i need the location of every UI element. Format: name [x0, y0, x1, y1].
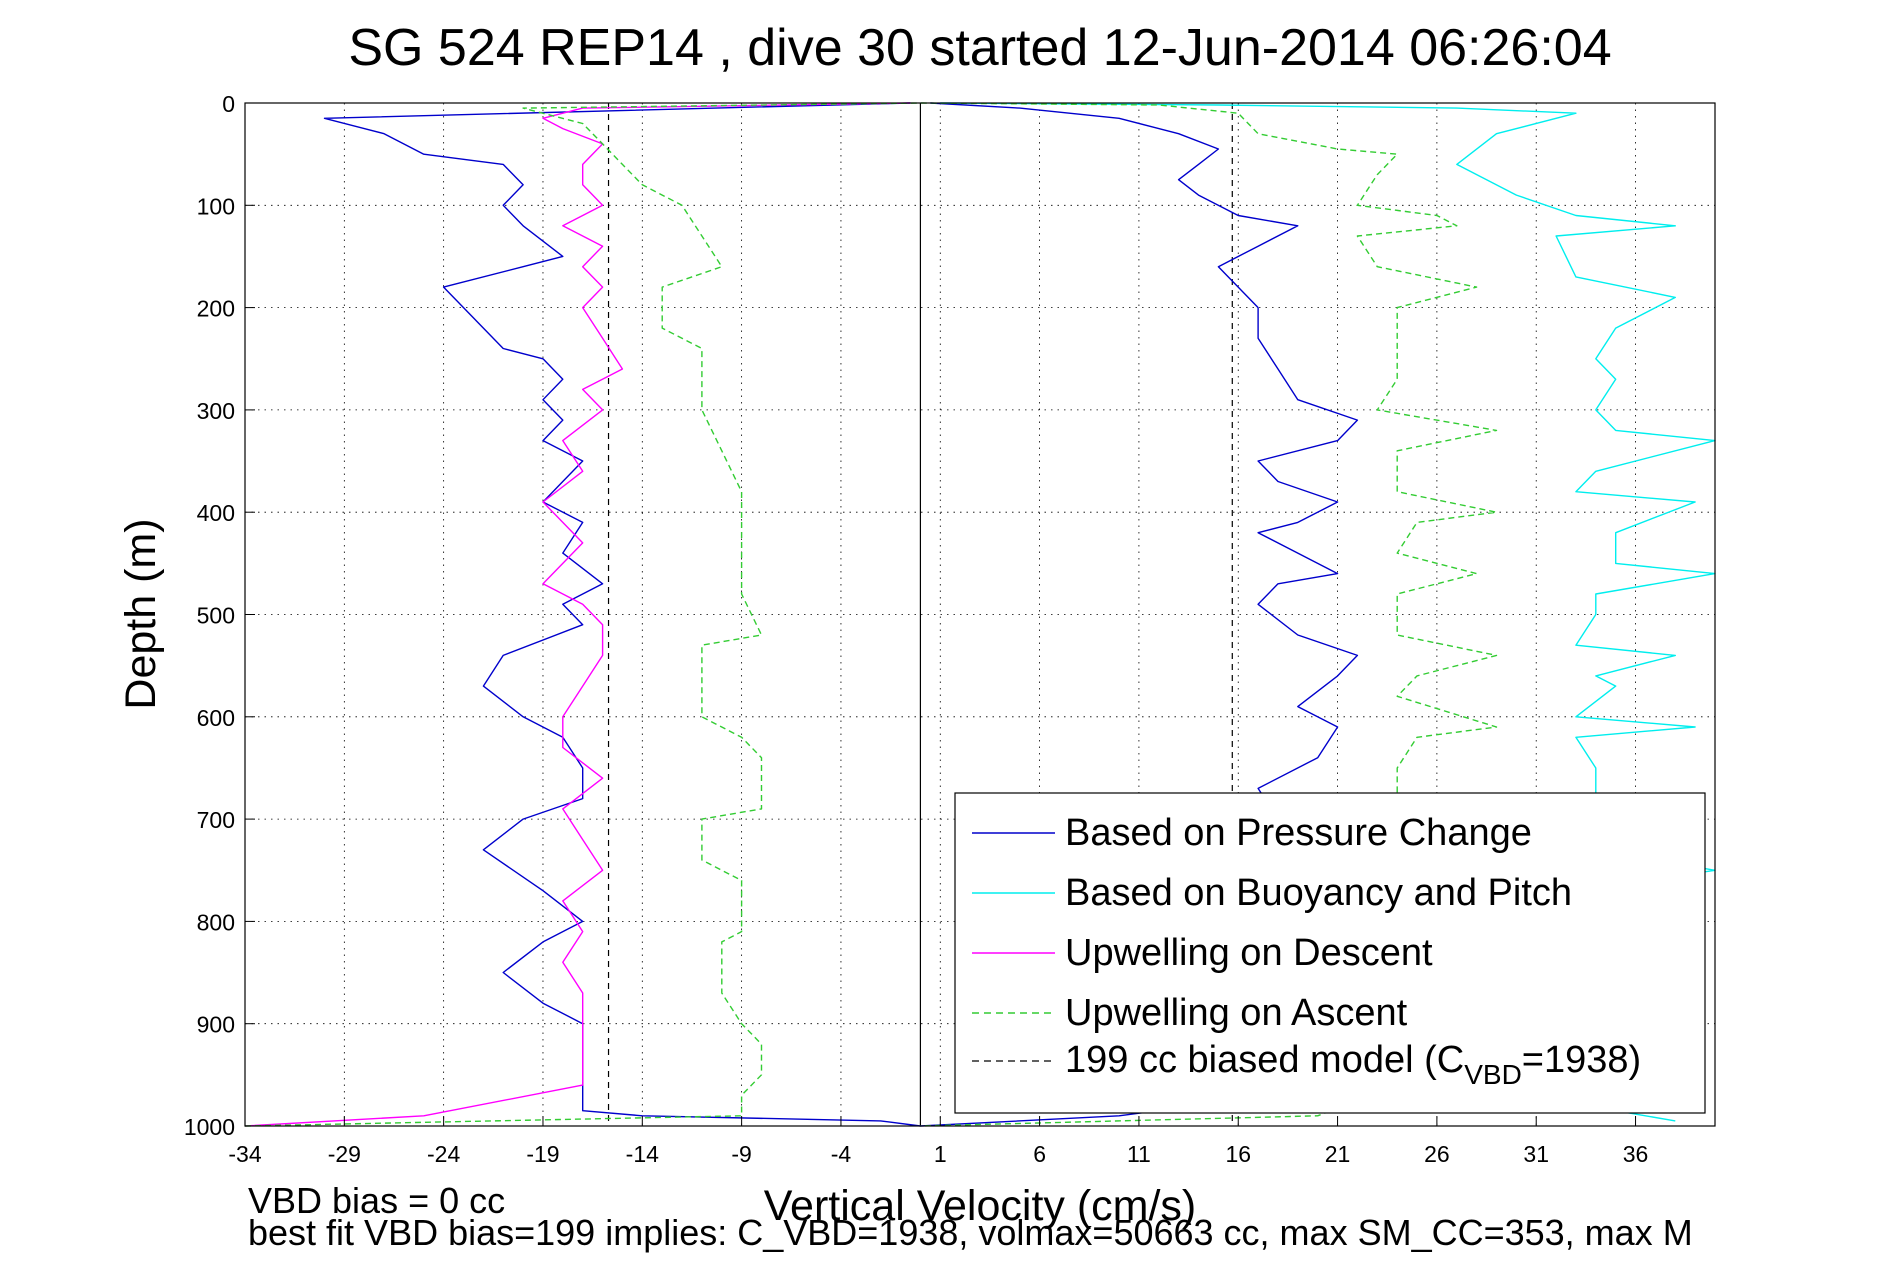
x-tick-label: -24 [427, 1141, 460, 1167]
x-tick-label: -4 [831, 1141, 852, 1167]
legend-label-model: 199 cc biased model (CVBD=1938) [1065, 1039, 1641, 1090]
x-tick-label: -34 [228, 1141, 261, 1167]
y-tick-label: 500 [197, 603, 235, 629]
x-tick-label: 6 [1033, 1141, 1046, 1167]
x-axis-ticks: -34 -29 -24 -19 -14 -9 -4 1 6 11 16 21 26 31 36 [228, 1116, 1648, 1167]
y-axis-label: Depth (m) [117, 518, 165, 709]
y-tick-label: 0 [222, 91, 235, 117]
x-tick-label: -14 [626, 1141, 659, 1167]
legend: Based on Pressure Change Based on Buoyan… [954, 792, 1706, 1114]
y-tick-label: 800 [197, 909, 235, 935]
x-tick-label: 21 [1325, 1141, 1351, 1167]
x-tick-label: 1 [934, 1141, 947, 1167]
legend-label-model-sub: VBD [1464, 1059, 1522, 1090]
legend-label-buoyancy: Based on Buoyancy and Pitch [1065, 872, 1572, 914]
x-tick-label: -29 [328, 1141, 361, 1167]
annotation-vbd-bias: VBD bias = 0 cc [248, 1180, 505, 1221]
x-tick-label: -9 [731, 1141, 751, 1167]
x-tick-label: 31 [1523, 1141, 1549, 1167]
y-tick-label: 700 [197, 807, 235, 833]
y-tick-label: 100 [197, 193, 235, 219]
x-tick-label: 26 [1424, 1141, 1450, 1167]
legend-label-model-main: 199 cc biased model (C [1065, 1039, 1464, 1081]
series-line-pressure [323, 102, 1359, 1127]
legend-box [954, 792, 1706, 1114]
legend-label-model-tail: =1938) [1522, 1039, 1641, 1081]
chart-title: SG 524 REP14 , dive 30 started 12-Jun-20… [348, 19, 1611, 77]
y-tick-label: 900 [197, 1012, 235, 1038]
legend-label-descent: Upwelling on Descent [1065, 932, 1433, 974]
series-line-descent [244, 102, 911, 1127]
y-tick-label: 300 [197, 398, 235, 424]
y-tick-label: 600 [197, 705, 235, 731]
x-axis-label: Vertical Velocity (cm/s) [764, 1182, 1197, 1230]
legend-label-ascent: Upwelling on Ascent [1065, 992, 1408, 1034]
y-tick-label: 1000 [184, 1114, 235, 1140]
y-tick-label: 400 [197, 500, 235, 526]
x-tick-label: -19 [526, 1141, 559, 1167]
y-axis-ticks: 0 100 200 300 400 500 600 700 800 900 1000 [184, 91, 255, 1140]
y-tick-label: 200 [197, 296, 235, 322]
legend-label-pressure: Based on Pressure Change [1065, 812, 1532, 854]
x-tick-label: 36 [1623, 1141, 1649, 1167]
x-tick-label: 16 [1225, 1141, 1251, 1167]
x-tick-label: 11 [1127, 1141, 1151, 1167]
annotation-best-fit: best fit VBD bias=199 implies: C_VBD=193… [248, 1212, 1693, 1253]
series-line-ascent [244, 102, 1498, 1127]
